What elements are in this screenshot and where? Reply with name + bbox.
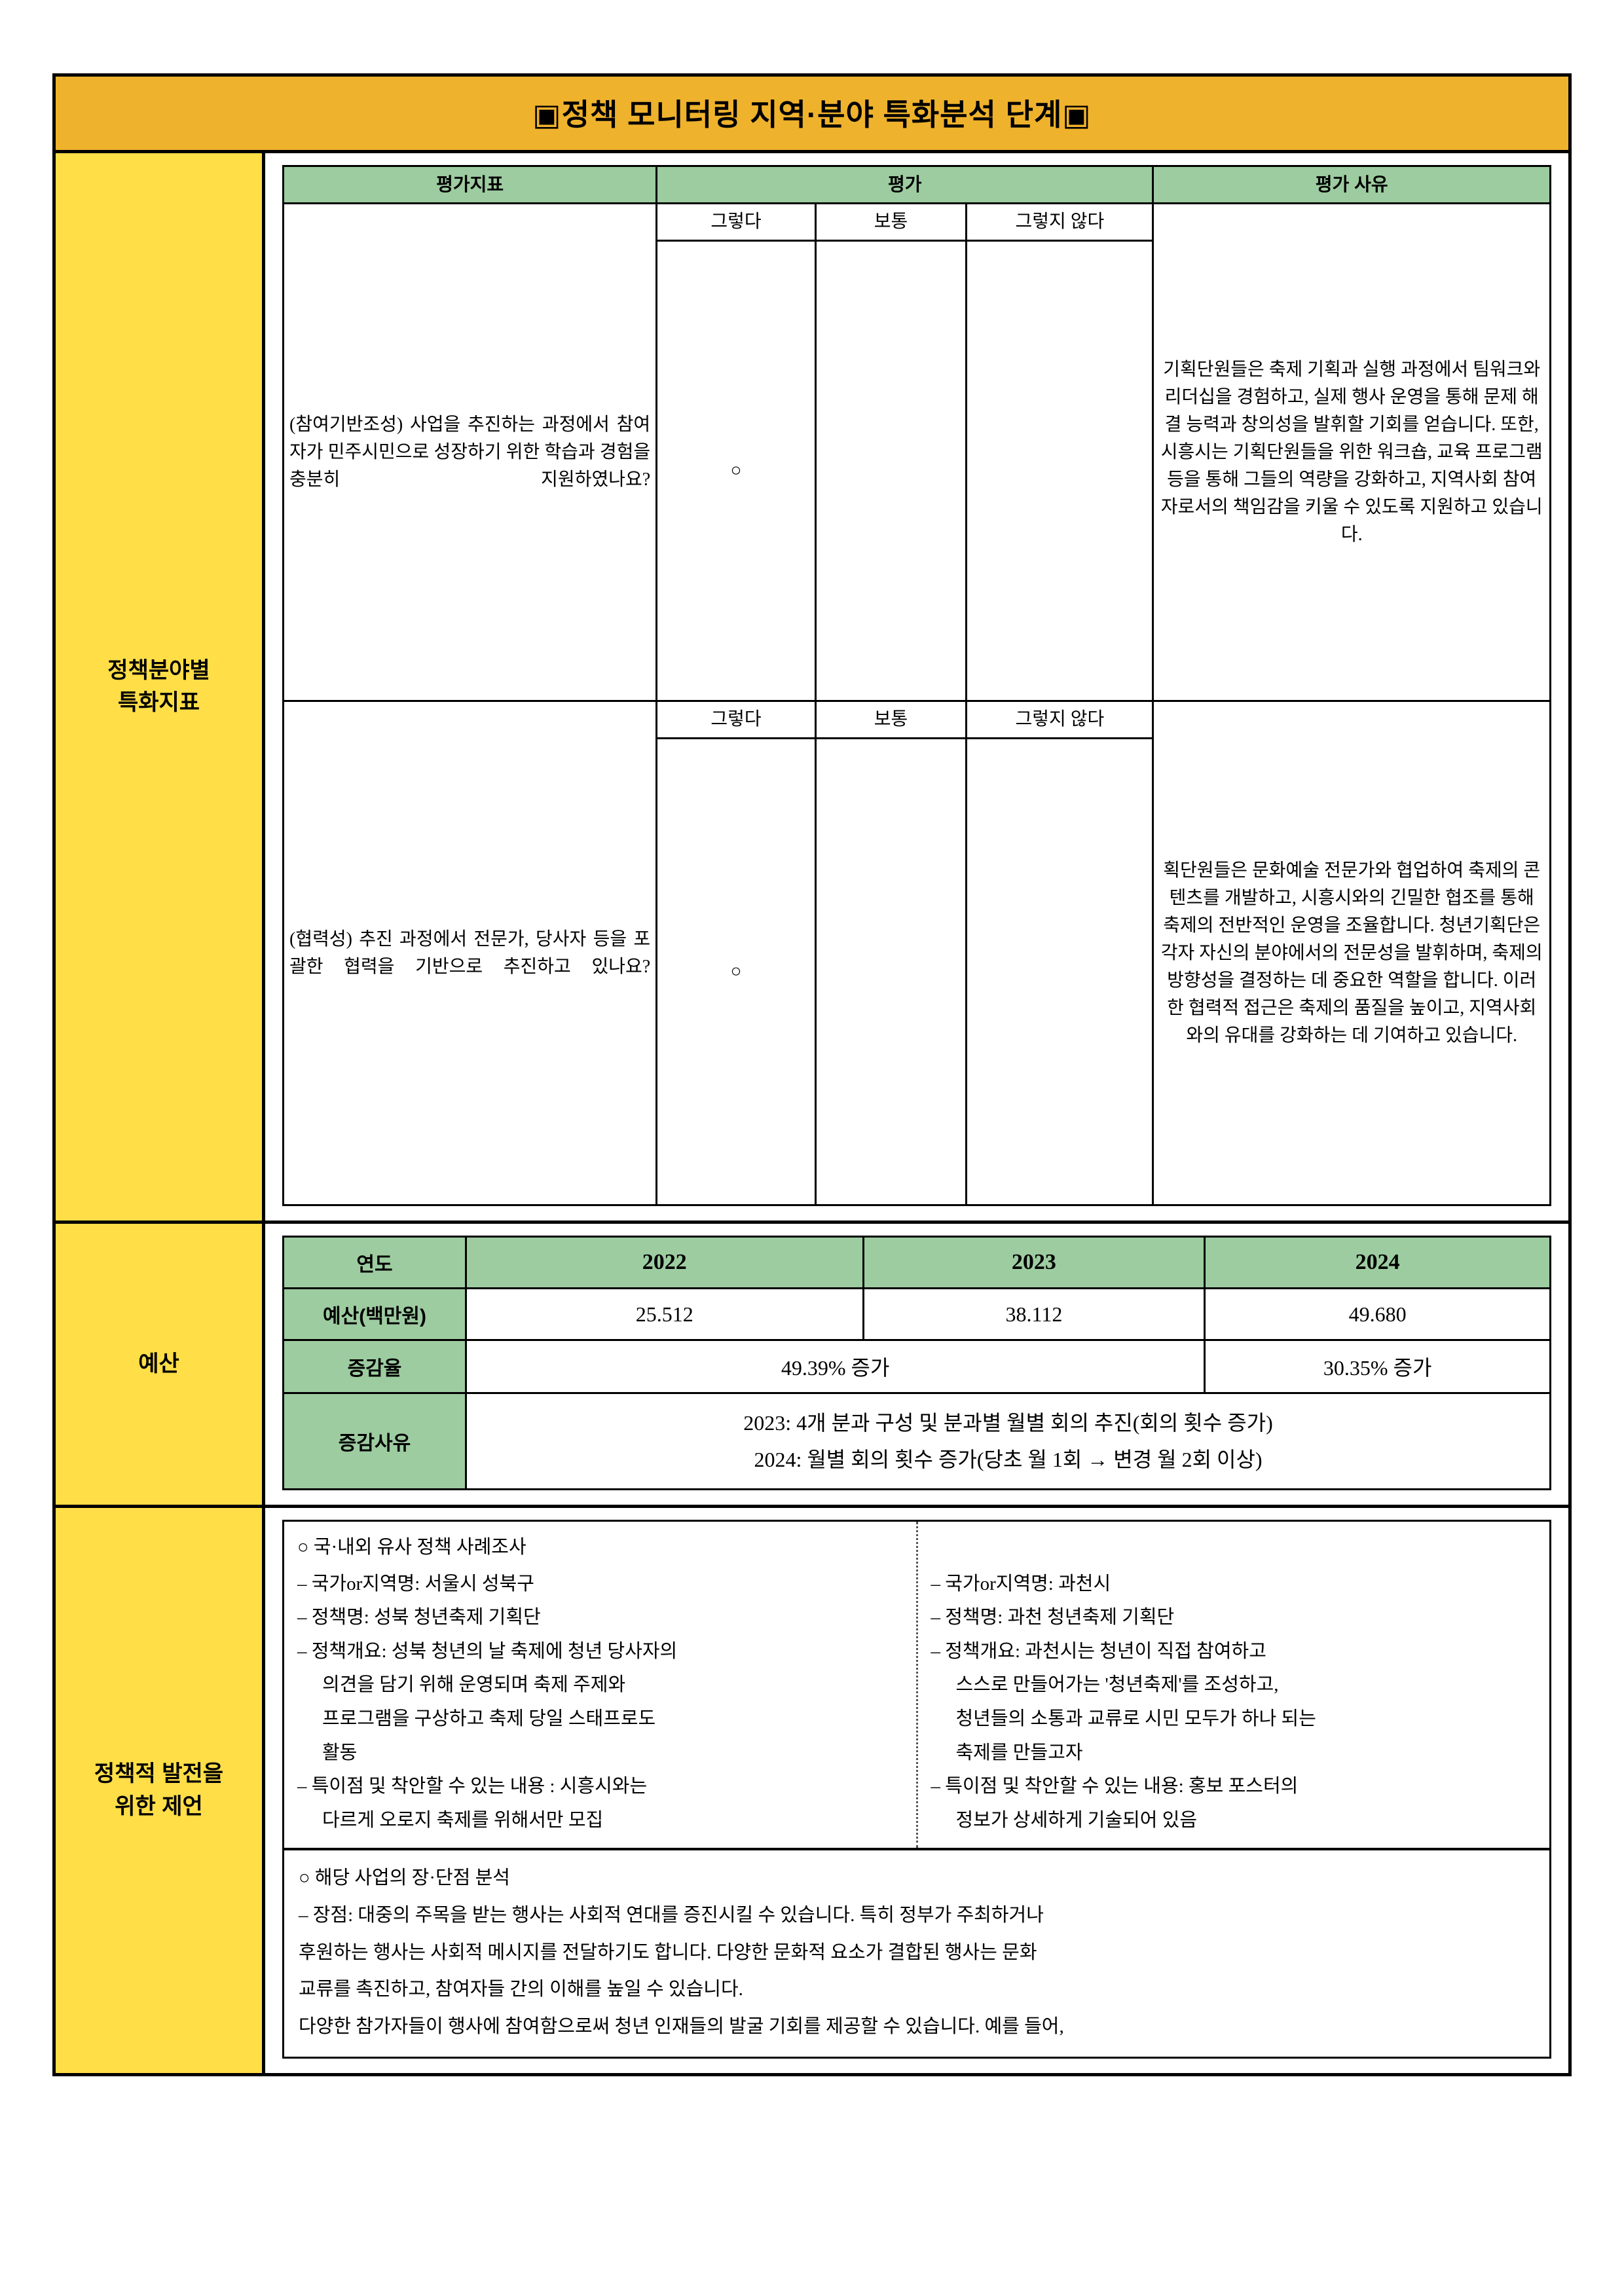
document-frame: ▣정책 모니터링 지역·분야 특화분석 단계▣ 정책분야별 특화지표	[52, 73, 1572, 2077]
specialized-indicator-body: 평가지표 평가 평가 사유 (참여기반조성) 사업을 추진하는 과정에서 참여자…	[265, 153, 1568, 1221]
indicator-row-2-rating-header: (협력성) 추진 과정에서 전문가, 당사자 등을 포괄한 협력을 기반으로 추…	[282, 700, 1551, 1206]
case-left-overview-2: 의견을 담기 위해 운영되며 축제 주제와	[322, 1674, 626, 1696]
budget-year-2023: 2023	[862, 1236, 1206, 1289]
sidebar-label-suggestion: 정책적 발전을 위한 제언	[56, 1508, 265, 2074]
indicator-row-1-rating-values: ○	[284, 240, 1551, 702]
case-right-overview-1: – 정책개요: 과천시는 청년이 직접 참여하고	[931, 1640, 1266, 1662]
indicator-table: 평가지표 평가 평가 사유 (참여기반조성) 사업을 추진하는 과정에서 참여자…	[282, 165, 1551, 1206]
case-right-region: – 국가or지역명: 과천시	[931, 1573, 1111, 1594]
section-suggestion: 정책적 발전을 위한 제언 ○ 국·내외 유사 정책 사례조사 – 국가or지역…	[56, 1508, 1568, 2074]
case-right-notable-2: 정보가 상세하게 기술되어 있음	[955, 1809, 1198, 1831]
document-title-bar: ▣정책 모니터링 지역·분야 특화분석 단계▣	[56, 77, 1568, 153]
case-left-overview-3: 프로그램을 구상하고 축제 당일 스태프로도	[322, 1708, 656, 1730]
budget-row-change-rate: 증감율 49.39% 증가 30.35% 증가	[282, 1339, 1551, 1394]
case-right-policy-name: – 정책명: 과천 청년축제 기획단	[931, 1607, 1175, 1628]
budget-label-amount: 예산(백만원)	[282, 1287, 468, 1341]
section-specialized-indicator: 정책분야별 특화지표 평가지표 평가	[56, 153, 1568, 1224]
case-left-notable-1: – 특이점 및 착안할 수 있는 내용 : 시흥시와는	[297, 1776, 648, 1797]
case-right-notable-1: – 특이점 및 착안할 수 있는 내용: 홍보 포스터의	[931, 1776, 1299, 1797]
budget-label-change-reason: 증감사유	[282, 1392, 468, 1490]
case-study-comparison: ○ 국·내외 유사 정책 사례조사 – 국가or지역명: 서울시 성북구 – 정…	[284, 1522, 1550, 1851]
budget-change-rate-2: 30.35% 증가	[1204, 1339, 1551, 1394]
sidebar-label-budget: 예산	[56, 1224, 265, 1505]
budget-change-rate-1: 49.39% 증가	[465, 1339, 1206, 1394]
header-reason: 평가 사유	[1152, 165, 1551, 204]
reason-text-1: 기획단원들은 축제 기획과 실행 과정에서 팀워크와 리더십을 경험하고, 실제…	[1152, 202, 1551, 702]
rating-option-agree-1: 그렇다	[655, 202, 817, 242]
case-right-overview-3: 청년들의 소통과 교류로 시민 모두가 하나 되는	[955, 1708, 1316, 1730]
sidebar-label-line2: 특화지표	[117, 690, 200, 715]
section-budget: 예산 연도 2022 2023 2024	[56, 1224, 1568, 1508]
indicator-row-1-rating-header: (참여기반조성) 사업을 추진하는 과정에서 참여자가 민주시민으로 성장하기 …	[282, 202, 1551, 702]
budget-change-reason-cell: 2023: 4개 분과 구성 및 분과별 월별 회의 추진(회의 횟수 증가) …	[465, 1392, 1551, 1490]
budget-label-change-rate: 증감율	[282, 1339, 468, 1394]
case-right-overview-2: 스스로 만들어가는 '청년축제'를 조성하고,	[955, 1674, 1279, 1696]
suggestion-body: ○ 국·내외 유사 정책 사례조사 – 국가or지역명: 서울시 성북구 – 정…	[265, 1508, 1568, 2074]
budget-amount-2024: 49.680	[1204, 1287, 1551, 1341]
sidebar-suggestion-line2: 위한 제언	[115, 1793, 203, 1819]
indicator-text-1: (참여기반조성) 사업을 추진하는 과정에서 참여자가 민주시민으로 성장하기 …	[282, 202, 658, 702]
budget-row-year: 연도 2022 2023 2024	[282, 1236, 1551, 1289]
case-right-overview-4: 축제를 만들고자	[955, 1742, 1083, 1763]
case-left-region: – 국가or지역명: 서울시 성북구	[297, 1573, 534, 1594]
budget-label-year: 연도	[282, 1236, 468, 1289]
rating-option-agree-2: 그렇다	[655, 700, 817, 739]
budget-body: 연도 2022 2023 2024 예산(백만원) 25.512 38.112 …	[265, 1224, 1568, 1505]
rating-mark-disagree-2[interactable]	[965, 737, 1154, 1206]
rating-option-disagree-2: 그렇지 않다	[965, 700, 1154, 739]
reason-text-2: 획단원들은 문화예술 전문가와 협업하여 축제의 콘텐츠를 개발하고, 시흥시와…	[1152, 700, 1551, 1206]
pros-cons-line-2: 후원하는 행사는 사회적 메시지를 전달하기도 합니다. 다양한 문화적 요소가…	[299, 1941, 1037, 1963]
budget-change-reason-line-1: 2023: 4개 분과 구성 및 분과별 월별 회의 추진(회의 횟수 증가)	[743, 1411, 1273, 1435]
case-study-title: ○ 국·내외 유사 정책 사례조사	[297, 1537, 526, 1558]
rating-mark-agree-2[interactable]: ○	[655, 737, 817, 1206]
case-left-overview-4: 활동	[322, 1742, 358, 1763]
pros-cons-title: ○ 해당 사업의 장·단점 분석	[299, 1867, 510, 1889]
rating-mark-neutral-2[interactable]	[814, 737, 968, 1206]
budget-row-amount: 예산(백만원) 25.512 38.112 49.680	[282, 1287, 1551, 1341]
case-study-right: ○ 국·내외 유사 정책 사례조사 – 국가or지역명: 과천시 – 정책명: …	[918, 1522, 1550, 1848]
budget-change-reason-line-2: 2024: 월별 회의 횟수 증가(당초 월 1회 → 변경 월 2회 이상)	[754, 1448, 1263, 1471]
pros-cons-analysis: ○ 해당 사업의 장·단점 분석 – 장점: 대중의 주목을 받는 행사는 사회…	[284, 1850, 1549, 2057]
indicator-table-header-row: 평가지표 평가 평가 사유	[282, 165, 1551, 204]
indicator-row-2-rating-values: ○	[284, 737, 1551, 1206]
page-title: ▣정책 모니터링 지역·분야 특화분석 단계▣	[532, 98, 1092, 132]
suggestion-box: ○ 국·내외 유사 정책 사례조사 – 국가or지역명: 서울시 성북구 – 정…	[282, 1520, 1551, 2059]
header-indicator: 평가지표	[282, 165, 658, 204]
pros-cons-line-3: 교류를 촉진하고, 참여자들 간의 이해를 높일 수 있습니다.	[299, 1979, 743, 2000]
sidebar-suggestion-line1: 정책적 발전을	[94, 1761, 224, 1787]
rating-option-neutral-1: 보통	[814, 202, 968, 242]
pros-cons-line-1: – 장점: 대중의 주목을 받는 행사는 사회적 연대를 증진시킬 수 있습니다…	[299, 1905, 1044, 1926]
budget-table: 연도 2022 2023 2024 예산(백만원) 25.512 38.112 …	[282, 1236, 1551, 1490]
rating-mark-disagree-1[interactable]	[965, 240, 1154, 702]
rating-option-disagree-1: 그렇지 않다	[965, 202, 1154, 242]
sidebar-label-specialized-indicator: 정책분야별 특화지표	[56, 153, 265, 1221]
rating-option-neutral-2: 보통	[814, 700, 968, 739]
indicator-text-2: (협력성) 추진 과정에서 전문가, 당사자 등을 포괄한 협력을 기반으로 추…	[282, 700, 658, 1206]
rating-mark-agree-1[interactable]: ○	[655, 240, 817, 702]
pros-cons-line-4: 다양한 참가자들이 행사에 참여함으로써 청년 인재들의 발굴 기회를 제공할 …	[299, 2015, 1064, 2037]
case-left-notable-2: 다르게 오로지 축제를 위해서만 모집	[322, 1809, 604, 1831]
rating-mark-neutral-1[interactable]	[814, 240, 968, 702]
case-study-left: ○ 국·내외 유사 정책 사례조사 – 국가or지역명: 서울시 성북구 – 정…	[284, 1522, 918, 1848]
header-evaluation: 평가	[655, 165, 1154, 204]
budget-year-2024: 2024	[1204, 1236, 1551, 1289]
budget-year-2022: 2022	[465, 1236, 864, 1289]
budget-amount-2023: 38.112	[862, 1287, 1206, 1341]
sidebar-label-line1: 정책분야별	[107, 657, 210, 683]
case-left-policy-name: – 정책명: 성북 청년축제 기획단	[297, 1607, 541, 1628]
budget-amount-2022: 25.512	[465, 1287, 864, 1341]
budget-row-change-reason: 증감사유 2023: 4개 분과 구성 및 분과별 월별 회의 추진(회의 횟수…	[282, 1392, 1551, 1490]
case-left-overview-1: – 정책개요: 성북 청년의 날 축제에 청년 당사자의	[297, 1640, 678, 1662]
